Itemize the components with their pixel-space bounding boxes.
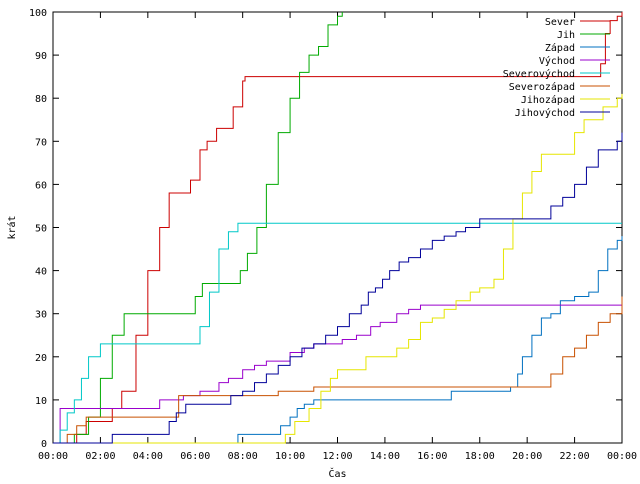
y-tick-label: 80 bbox=[35, 94, 47, 105]
x-tick-label: 00:00 bbox=[607, 451, 637, 462]
series-line-2 bbox=[53, 236, 623, 444]
series-line-5 bbox=[53, 296, 623, 444]
x-tick-label: 14:00 bbox=[370, 451, 400, 462]
x-tick-label: 06:00 bbox=[180, 451, 210, 462]
y-tick-label: 50 bbox=[35, 224, 47, 235]
y-axis-label: krát bbox=[6, 215, 18, 239]
x-tick-label: 08:00 bbox=[228, 451, 258, 462]
y-tick-label: 0 bbox=[41, 439, 47, 450]
y-tick-label: 70 bbox=[35, 137, 47, 148]
y-tick-label: 60 bbox=[35, 180, 47, 191]
x-tick-label: 10:00 bbox=[275, 451, 305, 462]
legend: Sever JihZápadVýchodSeverovýchodSeverozáp… bbox=[503, 17, 610, 119]
y-tick-label: 20 bbox=[35, 353, 47, 364]
y-tick-label: 90 bbox=[35, 51, 47, 62]
x-tick-label: 22:00 bbox=[560, 451, 590, 462]
y-tick-label: 30 bbox=[35, 310, 47, 321]
x-tick-label: 00:00 bbox=[38, 451, 68, 462]
x-tick-label: 04:00 bbox=[133, 451, 163, 462]
legend-label: Sever bbox=[545, 17, 575, 28]
y-tick-label: 10 bbox=[35, 396, 47, 407]
legend-label: Jihovýchod bbox=[515, 107, 575, 119]
x-tick-label: 02:00 bbox=[85, 451, 115, 462]
y-tick-label: 40 bbox=[35, 267, 47, 278]
y-tick-label: 100 bbox=[29, 8, 47, 19]
x-tick-label: 20:00 bbox=[512, 451, 542, 462]
x-axis-label: Čas bbox=[328, 467, 346, 480]
series-line-1 bbox=[53, 12, 343, 444]
series-line-7 bbox=[53, 132, 623, 444]
series-line-4 bbox=[53, 222, 622, 444]
legend-label: Východ bbox=[539, 55, 575, 67]
series-line-6 bbox=[53, 93, 623, 444]
legend-label: Jihozápad bbox=[521, 94, 575, 106]
x-tick-label: 16:00 bbox=[417, 451, 447, 462]
x-tick-label: 12:00 bbox=[322, 451, 352, 462]
series-lines bbox=[53, 12, 623, 444]
x-tick-label: 18:00 bbox=[465, 451, 495, 462]
legend-label: Jih bbox=[557, 30, 575, 41]
legend-label: Severozápad bbox=[509, 81, 575, 93]
legend-label: Severovýchod bbox=[503, 68, 575, 80]
axes: 0 10 20 30 40 50 60 70 80 90 100 00:00 02:00 04:00 06:… bbox=[29, 8, 637, 462]
legend-label: Západ bbox=[545, 42, 575, 54]
